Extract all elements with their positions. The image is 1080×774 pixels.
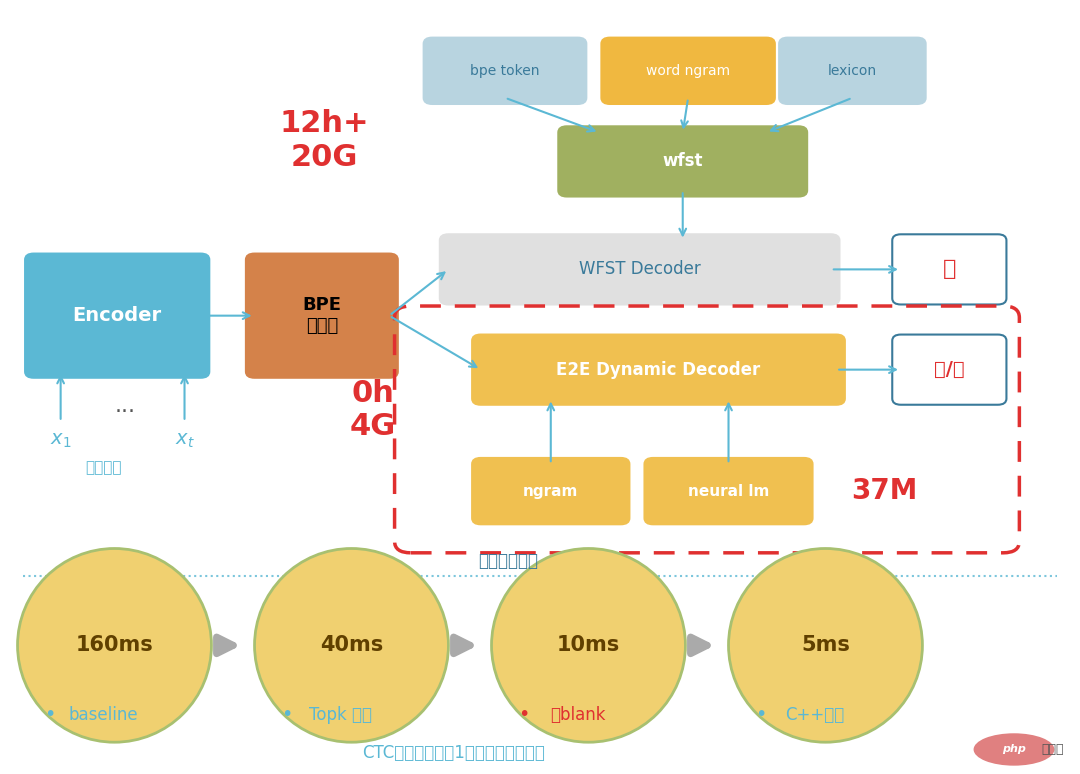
Text: 字/词: 字/词 — [934, 360, 964, 379]
Ellipse shape — [17, 549, 212, 742]
Text: 37M: 37M — [851, 477, 918, 505]
Text: word ngram: word ngram — [646, 63, 730, 78]
FancyBboxPatch shape — [892, 235, 1007, 304]
Text: 两种解码框架: 两种解码框架 — [477, 552, 538, 570]
Text: •: • — [281, 705, 293, 724]
Text: 声学特征: 声学特征 — [85, 461, 122, 475]
Text: 中文网: 中文网 — [1041, 743, 1064, 756]
Text: lexicon: lexicon — [828, 63, 877, 78]
Text: 5ms: 5ms — [801, 635, 850, 656]
Text: neural lm: neural lm — [688, 484, 769, 498]
Text: ...: ... — [114, 396, 136, 416]
Text: bpe token: bpe token — [470, 63, 540, 78]
Text: 0h
4G: 0h 4G — [350, 378, 396, 441]
Text: ngram: ngram — [523, 484, 579, 498]
Ellipse shape — [255, 549, 448, 742]
Text: 160ms: 160ms — [76, 635, 153, 656]
FancyBboxPatch shape — [892, 334, 1007, 405]
Text: 10ms: 10ms — [557, 635, 620, 656]
Text: $x_t$: $x_t$ — [175, 431, 194, 450]
FancyBboxPatch shape — [472, 334, 845, 405]
FancyBboxPatch shape — [558, 126, 807, 197]
FancyBboxPatch shape — [25, 254, 210, 378]
Text: baseline: baseline — [69, 706, 138, 724]
FancyBboxPatch shape — [645, 458, 812, 524]
Text: WFST Decoder: WFST Decoder — [579, 260, 701, 279]
Text: E2E Dynamic Decoder: E2E Dynamic Decoder — [556, 361, 760, 378]
Ellipse shape — [973, 733, 1054, 765]
Ellipse shape — [729, 549, 922, 742]
Text: C++优化: C++优化 — [785, 706, 845, 724]
Text: •: • — [44, 705, 55, 724]
Text: BPE
字模型: BPE 字模型 — [302, 296, 341, 335]
FancyBboxPatch shape — [472, 458, 630, 524]
FancyBboxPatch shape — [423, 38, 586, 104]
Text: 词: 词 — [943, 259, 956, 279]
Text: 跳blank: 跳blank — [550, 706, 606, 724]
FancyBboxPatch shape — [602, 38, 774, 104]
Ellipse shape — [491, 549, 686, 742]
Text: wfst: wfst — [662, 152, 703, 170]
Text: •: • — [518, 705, 529, 724]
Text: 12h+
20G: 12h+ 20G — [280, 109, 369, 172]
Text: 40ms: 40ms — [320, 635, 383, 656]
Text: CTC字同步解码（1秒音频解码时间）: CTC字同步解码（1秒音频解码时间） — [363, 745, 545, 762]
Text: $x_1$: $x_1$ — [50, 431, 71, 450]
FancyBboxPatch shape — [779, 38, 926, 104]
Text: •: • — [755, 705, 767, 724]
Text: php: php — [1002, 745, 1026, 755]
FancyBboxPatch shape — [246, 254, 397, 378]
Text: Encoder: Encoder — [72, 307, 162, 325]
FancyBboxPatch shape — [440, 235, 839, 304]
Text: Topk 裁剪: Topk 裁剪 — [309, 706, 373, 724]
